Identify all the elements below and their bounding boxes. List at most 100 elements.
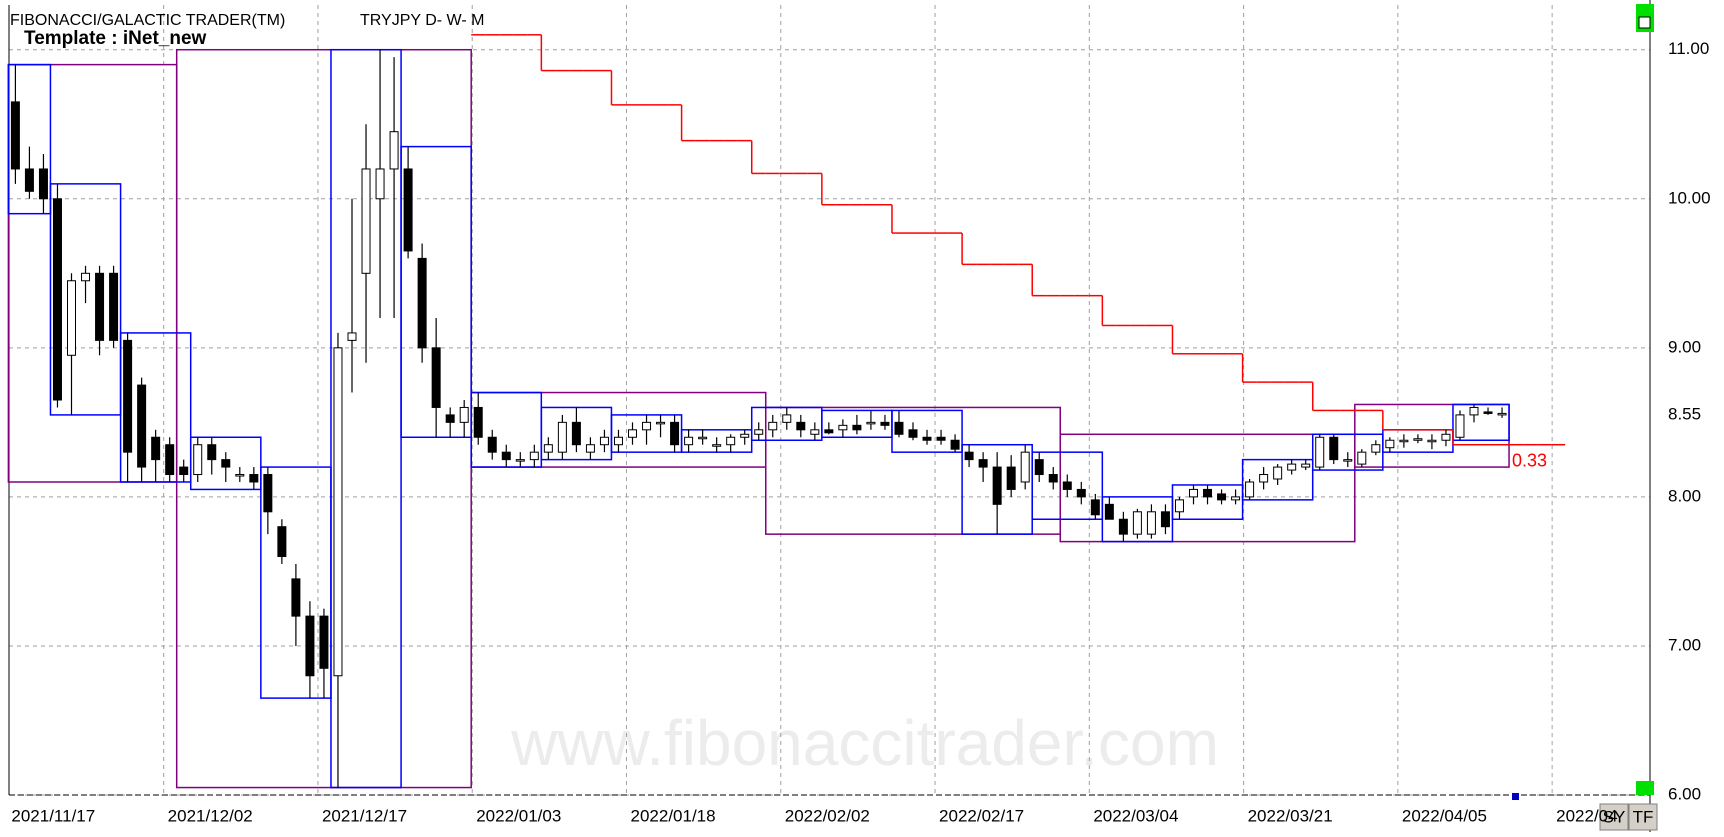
candle-body bbox=[1048, 474, 1058, 483]
candle-body bbox=[459, 406, 469, 423]
candle-body bbox=[109, 272, 119, 341]
candle-body bbox=[1245, 481, 1255, 498]
candle-body bbox=[908, 429, 918, 438]
range-box bbox=[49, 183, 122, 416]
candle-body bbox=[1343, 459, 1353, 462]
candle-body bbox=[1189, 488, 1198, 498]
candle-body bbox=[1497, 412, 1507, 416]
candle-body bbox=[768, 421, 778, 431]
candle-body bbox=[543, 444, 553, 453]
y-tick-label: 11.00 bbox=[1668, 39, 1709, 58]
x-tick-label: 2022/01/18 bbox=[631, 806, 716, 825]
candle-body bbox=[249, 474, 259, 483]
candle-body bbox=[1455, 414, 1465, 438]
candle-body bbox=[1413, 438, 1423, 441]
x-tick-label: 2021/12/17 bbox=[322, 806, 407, 825]
x-tick-label: 2022/03/04 bbox=[1093, 806, 1178, 825]
candle-body bbox=[838, 424, 848, 431]
candle-body bbox=[1118, 518, 1128, 535]
candle-body bbox=[810, 429, 820, 435]
candle-body bbox=[1441, 433, 1451, 441]
candle-body bbox=[1273, 466, 1283, 480]
candle-body bbox=[389, 131, 399, 170]
candle-body bbox=[67, 280, 76, 356]
candle-body bbox=[684, 436, 694, 446]
candle-body bbox=[796, 421, 806, 431]
candle-body bbox=[557, 421, 567, 453]
candle-body bbox=[1203, 488, 1213, 498]
app-title: FIBONACCI/GALACTIC TRADER(TM) bbox=[10, 12, 285, 29]
candle-body bbox=[431, 347, 441, 408]
candle-body bbox=[1090, 499, 1100, 516]
candle-body bbox=[1469, 406, 1479, 416]
candle-body bbox=[740, 433, 750, 438]
candle-body bbox=[403, 168, 413, 252]
candle-body bbox=[1483, 411, 1493, 414]
candle-body bbox=[1427, 439, 1437, 443]
candle-body bbox=[599, 436, 609, 446]
annotation: 0.33 bbox=[1512, 450, 1547, 470]
candle-body bbox=[1399, 439, 1409, 443]
candle-body bbox=[1287, 463, 1297, 471]
candle-body bbox=[95, 272, 105, 341]
y-tick-label: 9.00 bbox=[1668, 337, 1701, 356]
candle-body bbox=[894, 421, 904, 435]
candle-body bbox=[179, 466, 189, 476]
x-tick-label: 2021/11/17 bbox=[11, 806, 95, 825]
candle-body bbox=[613, 436, 623, 446]
range-box bbox=[189, 436, 262, 491]
candle-body bbox=[501, 451, 511, 461]
candle-body bbox=[571, 421, 581, 446]
tf-button[interactable] bbox=[1628, 803, 1658, 831]
candle-body bbox=[221, 459, 231, 468]
candle-body bbox=[375, 168, 385, 200]
candle-body bbox=[473, 406, 483, 438]
candle-body bbox=[726, 436, 736, 446]
candle-body bbox=[305, 615, 315, 677]
candle-body bbox=[1174, 499, 1184, 513]
candle-body bbox=[207, 444, 217, 461]
maximize-icon[interactable] bbox=[1638, 16, 1651, 29]
candle-body bbox=[1371, 444, 1381, 453]
candle-body bbox=[754, 429, 764, 435]
candle-body bbox=[1034, 459, 1044, 476]
corner-marker bbox=[1636, 781, 1654, 795]
candle-body bbox=[1231, 496, 1241, 501]
watermark: www.fibonaccitrader.com bbox=[510, 707, 1219, 779]
candle-body bbox=[445, 414, 455, 423]
candle-body bbox=[1301, 463, 1311, 468]
sy-button-label[interactable]: SY bbox=[1603, 807, 1626, 826]
candle-body bbox=[1315, 436, 1325, 468]
template: Template : iNet_new bbox=[24, 28, 207, 49]
candle-body bbox=[151, 436, 161, 461]
candle-body bbox=[417, 257, 427, 349]
candle-body bbox=[866, 421, 876, 425]
sy-button[interactable] bbox=[1599, 803, 1629, 831]
x-tick-label: 2022/03/21 bbox=[1248, 806, 1333, 825]
candle-body bbox=[712, 444, 722, 447]
candle-body bbox=[529, 451, 539, 461]
candle-body bbox=[642, 421, 652, 431]
range-box bbox=[1031, 451, 1104, 520]
candle-body bbox=[936, 436, 946, 441]
candle-body bbox=[1104, 503, 1114, 520]
candle-body bbox=[1329, 436, 1339, 461]
candle-body bbox=[319, 615, 329, 669]
x-tick-label: 2022/01/03 bbox=[476, 806, 561, 825]
tf-button-label[interactable]: TF bbox=[1633, 807, 1654, 826]
candle-body bbox=[628, 429, 637, 438]
candle-body bbox=[1132, 511, 1142, 535]
candle-body bbox=[852, 424, 862, 431]
candle-body bbox=[165, 444, 175, 476]
candle-body bbox=[1146, 511, 1156, 535]
candle-body bbox=[880, 421, 890, 426]
candle-body bbox=[585, 444, 595, 453]
candle-body bbox=[950, 439, 960, 450]
candle-body bbox=[992, 466, 1002, 505]
candle-body bbox=[1385, 439, 1395, 449]
candle-body bbox=[1160, 511, 1170, 528]
candle-body bbox=[52, 198, 62, 401]
range-box bbox=[1241, 458, 1314, 501]
candle-body bbox=[515, 459, 525, 462]
